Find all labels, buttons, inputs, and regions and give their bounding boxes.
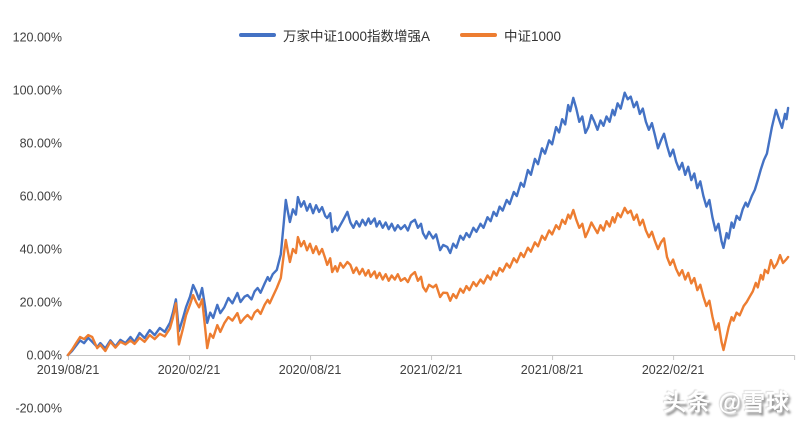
x-axis-label: 2022/02/21 (642, 363, 705, 377)
legend-label-fund: 万家中证1000指数增强A (282, 29, 430, 44)
y-axis-label: -20.00% (15, 402, 62, 416)
legend-line-swatch-orange (460, 33, 497, 37)
x-axis-label: 2020/02/21 (158, 363, 221, 377)
x-axis-label: 2019/08/21 (37, 363, 100, 377)
series-line-0 (66, 91, 790, 357)
y-axis-label: 120.00% (13, 31, 62, 45)
x-axis-label: 2020/08/21 (279, 363, 342, 377)
chart-legend: 万家中证1000指数增强A 中证1000 (0, 25, 800, 45)
y-axis-label: 40.00% (20, 243, 62, 257)
legend-item-fund[interactable]: 万家中证1000指数增强A (238, 25, 430, 45)
y-axis-label: 0.00% (27, 349, 62, 363)
legend-label-index: 中证1000 (504, 29, 562, 44)
series-line-1 (66, 206, 790, 357)
x-axis-label: 2021/08/21 (521, 363, 584, 377)
x-axis-label: 2021/02/21 (400, 363, 463, 377)
legend-line-swatch-blue (238, 33, 276, 37)
y-axis-label: 100.00% (13, 84, 62, 98)
y-axis-label: 80.00% (20, 137, 62, 151)
y-axis-label: 60.00% (20, 190, 62, 204)
y-axis-label: 20.00% (20, 296, 62, 310)
legend-item-index[interactable]: 中证1000 (460, 25, 561, 45)
watermark-text: 头条 @雪球 (663, 389, 790, 415)
